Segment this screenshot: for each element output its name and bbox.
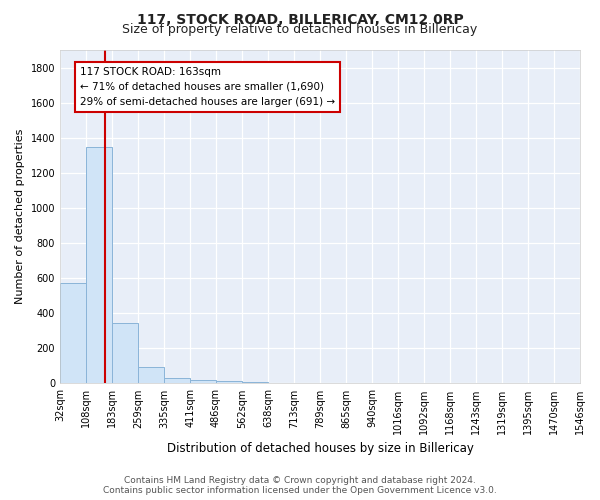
- Y-axis label: Number of detached properties: Number of detached properties: [15, 129, 25, 304]
- Text: 117 STOCK ROAD: 163sqm
← 71% of detached houses are smaller (1,690)
29% of semi-: 117 STOCK ROAD: 163sqm ← 71% of detached…: [80, 67, 335, 106]
- Bar: [216, 381, 242, 384]
- Bar: [138, 367, 164, 384]
- Text: Size of property relative to detached houses in Billericay: Size of property relative to detached ho…: [122, 22, 478, 36]
- Bar: [112, 323, 138, 384]
- Bar: [60, 282, 86, 384]
- X-axis label: Distribution of detached houses by size in Billericay: Distribution of detached houses by size …: [167, 442, 473, 455]
- Text: Contains HM Land Registry data © Crown copyright and database right 2024.
Contai: Contains HM Land Registry data © Crown c…: [103, 476, 497, 495]
- Text: 117, STOCK ROAD, BILLERICAY, CM12 0RP: 117, STOCK ROAD, BILLERICAY, CM12 0RP: [137, 12, 463, 26]
- Bar: [242, 382, 268, 384]
- Bar: [164, 378, 190, 384]
- Bar: [86, 146, 112, 384]
- Bar: [190, 380, 216, 384]
